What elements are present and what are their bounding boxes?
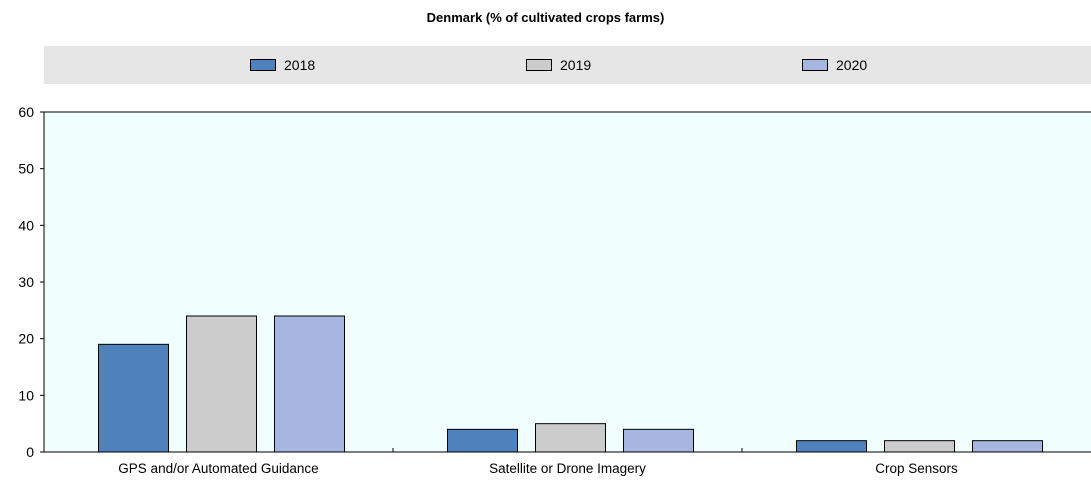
bar-2018-2 xyxy=(796,440,867,453)
bar-2020-2 xyxy=(972,440,1043,453)
x-tick-label: Satellite or Drone Imagery xyxy=(489,461,646,476)
bar-2019-2 xyxy=(884,440,955,453)
legend-swatch-2019 xyxy=(526,59,552,71)
legend-swatch-2018 xyxy=(250,59,276,71)
legend-label-2019: 2019 xyxy=(560,57,592,73)
bar-2019-1 xyxy=(535,423,606,453)
y-tick-label: 20 xyxy=(18,331,34,347)
bar-2020-0 xyxy=(274,315,345,453)
legend-item-2019: 2019 xyxy=(526,57,591,73)
bar-2018-1 xyxy=(447,428,518,453)
bar-2020-1 xyxy=(623,428,694,453)
x-tick-label: GPS and/or Automated Guidance xyxy=(118,461,318,476)
legend-item-2020: 2020 xyxy=(802,57,867,73)
legend-item-2018: 2018 xyxy=(250,57,315,73)
y-tick-label: 10 xyxy=(18,387,34,403)
y-tick-label: 0 xyxy=(26,444,34,460)
y-tick-label: 50 xyxy=(18,161,34,177)
y-tick-label: 40 xyxy=(18,217,34,233)
legend-swatch-2020 xyxy=(802,59,828,71)
chart-legend: 2018 2019 2020 xyxy=(44,46,1091,84)
bar-2018-0 xyxy=(98,343,169,453)
chart-title: Denmark (% of cultivated crops farms) xyxy=(426,10,665,25)
y-tick-label: 30 xyxy=(18,274,34,290)
legend-label-2018: 2018 xyxy=(284,57,316,73)
y-tick-label: 60 xyxy=(18,104,34,120)
legend-label-2020: 2020 xyxy=(836,57,868,73)
x-tick-label: Crop Sensors xyxy=(875,461,958,476)
bar-2019-0 xyxy=(186,315,257,453)
